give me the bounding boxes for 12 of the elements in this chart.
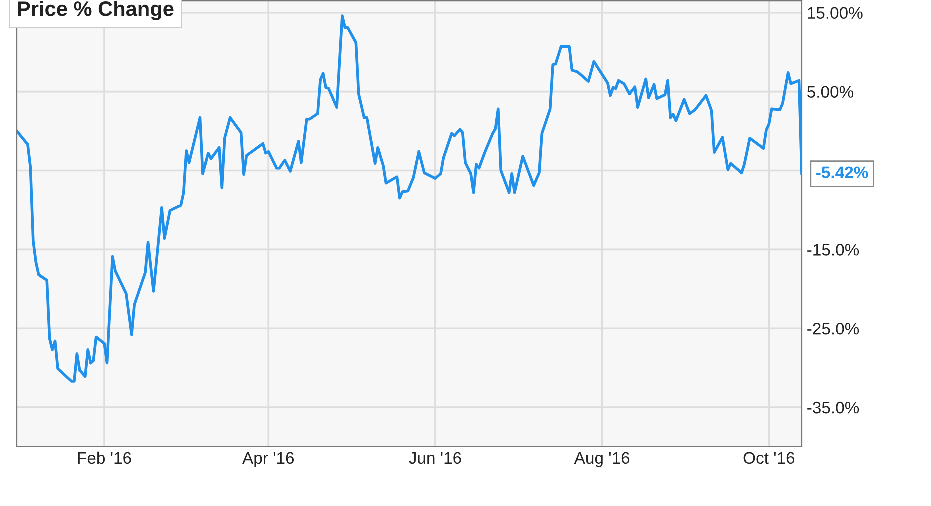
- y-tick-label: -35.0%: [808, 402, 860, 414]
- y-tick-label: -15.0%: [808, 244, 860, 256]
- x-tick-label: Apr '16: [242, 452, 294, 468]
- x-tick-label: Jun '16: [409, 452, 462, 464]
- chart-title: Price % Change: [18, 1, 174, 21]
- y-tick-label: 15.00%: [808, 7, 863, 20]
- annotation: -5.42%: [816, 166, 868, 179]
- x-tick-label: Feb '16: [78, 452, 132, 464]
- y-tick-label: 5.00%: [808, 86, 854, 98]
- x-tick-label: Aug '16: [574, 452, 630, 468]
- y-tick-label: -25.0%: [808, 322, 860, 335]
- x-tick-label: Oct '16: [744, 452, 795, 464]
